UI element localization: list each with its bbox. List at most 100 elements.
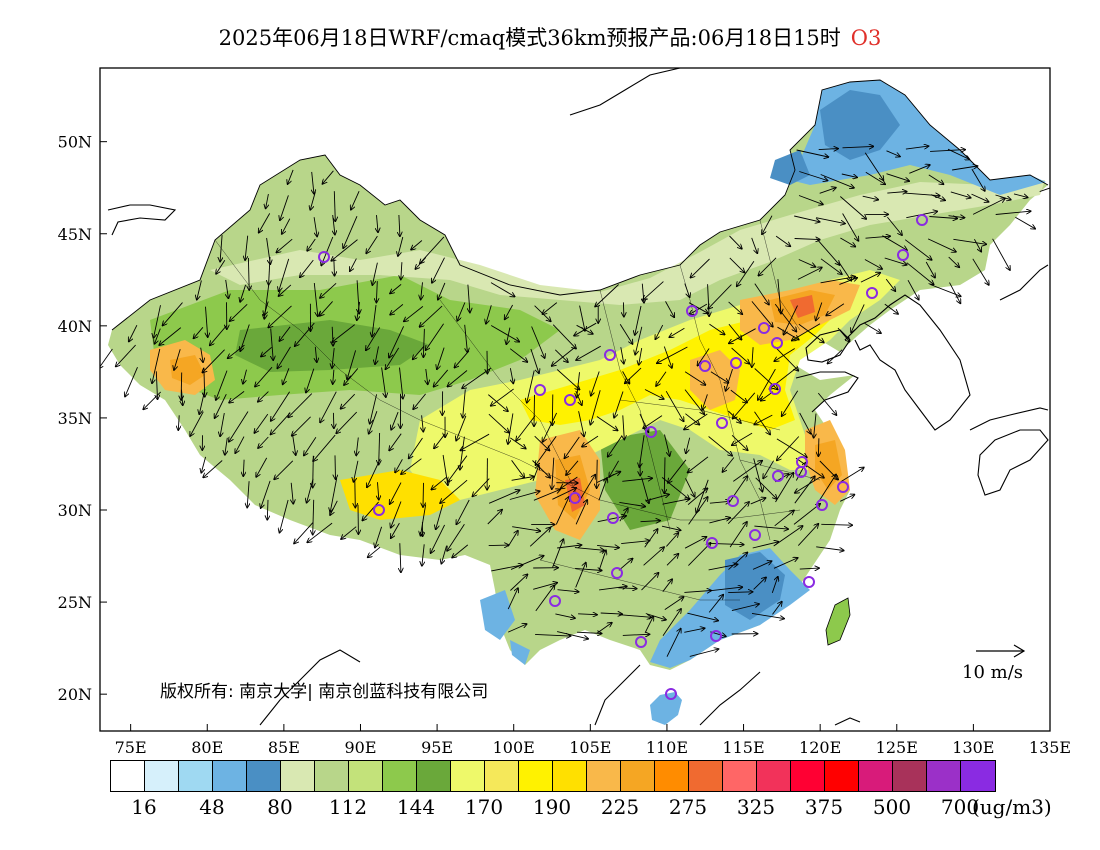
- wind-arrow: [129, 324, 138, 341]
- wind-arrow: [375, 526, 383, 548]
- wind-arrow: [143, 391, 162, 409]
- wind-arrow: [509, 491, 540, 500]
- wind-arrow: [181, 372, 182, 400]
- wind-arrow: [949, 282, 961, 304]
- wind-arrow: [332, 324, 355, 342]
- wind-arrow: [259, 213, 271, 232]
- wind-arrow: [685, 413, 699, 425]
- wind-arrow: [391, 411, 399, 430]
- wind-arrow: [640, 521, 661, 522]
- wind-arrow: [796, 149, 829, 157]
- city-marker: [771, 337, 783, 349]
- wind-arrow: [216, 259, 226, 274]
- wind-arrow: [798, 259, 816, 267]
- colorbar-swatch: [213, 761, 247, 791]
- wind-arrow: [972, 258, 989, 285]
- wind-arrow: [947, 148, 969, 159]
- wind-arrow: [576, 345, 601, 360]
- wind-arrow: [625, 367, 642, 383]
- wind-arrow: [510, 368, 513, 383]
- wind-arrow: [665, 390, 683, 421]
- colorbar-swatch: [825, 761, 859, 791]
- wind-arrow: [666, 629, 681, 657]
- colorbar-unit: (ug/m3): [972, 795, 1052, 819]
- wind-arrow: [995, 194, 1011, 200]
- wind-arrow: [229, 391, 245, 402]
- wind-arrow: [368, 546, 381, 557]
- wind-arrow: [609, 460, 619, 477]
- city-marker: [796, 456, 808, 468]
- wind-arrow: [431, 476, 447, 489]
- wind-arrow: [279, 258, 290, 291]
- wind-arrow: [532, 465, 539, 481]
- wind-arrow: [413, 346, 425, 360]
- wind-arrow: [851, 304, 865, 332]
- wind-arrow: [754, 411, 771, 435]
- colorbar-swatch: [349, 761, 383, 791]
- wind-arrow: [709, 543, 744, 544]
- wind-arrow: [797, 268, 822, 280]
- wind-arrow: [334, 191, 335, 221]
- wind-arrow: [279, 326, 291, 341]
- wind-arrow: [775, 235, 790, 246]
- colorbar-label: 275: [668, 795, 708, 819]
- wind-arrow: [821, 524, 852, 525]
- wind-arrow: [216, 370, 228, 400]
- wind-arrow: [323, 170, 334, 184]
- wind-arrow: [243, 369, 247, 384]
- wind-arrow: [696, 479, 709, 513]
- wind-arrow: [399, 367, 403, 399]
- wind-arrow: [313, 499, 314, 535]
- wind-arrow: [799, 568, 819, 569]
- wind-arrow: [330, 500, 338, 515]
- colorbar-label: 144: [396, 795, 436, 819]
- wind-arrow: [598, 550, 606, 571]
- colorbar-label: 16: [131, 795, 157, 819]
- wind-arrow: [313, 217, 317, 236]
- wind-arrow: [773, 526, 803, 547]
- wind-arrow: [619, 501, 645, 506]
- wind-arrow: [952, 166, 977, 171]
- wind-arrow: [817, 392, 836, 415]
- wind-arrow: [125, 367, 138, 396]
- wind-arrow: [644, 616, 653, 634]
- wind-arrow: [771, 577, 778, 594]
- wind-arrow: [925, 261, 935, 278]
- wind-arrow: [770, 367, 798, 389]
- wind-arrow: [708, 436, 733, 456]
- wind-arrow: [375, 346, 379, 364]
- wind-arrow: [752, 542, 779, 549]
- wind-arrow: [378, 482, 379, 499]
- wind-arrow: [436, 504, 444, 530]
- wind-arrow: [684, 413, 708, 430]
- wind-arrow: [884, 303, 898, 314]
- wind-arrow: [356, 437, 358, 456]
- wind-arrow: [645, 613, 666, 620]
- wind-arrow: [794, 476, 815, 504]
- wind-arrow: [1013, 193, 1028, 198]
- colorbar-label: 375: [804, 795, 844, 819]
- wind-arrow: [645, 494, 669, 502]
- wind-arrow: [687, 488, 707, 505]
- wind-arrow: [510, 556, 544, 570]
- wind-arrow: [116, 344, 136, 366]
- wind-arrow: [426, 323, 444, 350]
- colorbar-label: 170: [464, 795, 504, 819]
- wind-arrow: [971, 193, 989, 202]
- x-tick-label: 100E: [493, 738, 535, 757]
- wind-arrow: [516, 415, 536, 441]
- wind-arrow: [662, 499, 690, 505]
- colorbar-swatch: [927, 761, 961, 791]
- city-marker: [749, 529, 761, 541]
- x-tick-label: 110E: [646, 738, 688, 757]
- wind-arrow: [814, 413, 816, 438]
- x-tick-label: 120E: [799, 738, 841, 757]
- wind-arrow: [505, 304, 513, 319]
- wind-arrow: [656, 371, 667, 386]
- wind-arrow: [333, 214, 335, 235]
- wind-arrow: [698, 348, 710, 366]
- wind-arrow: [598, 478, 607, 501]
- wind-arrow: [664, 597, 684, 610]
- colorbar: [110, 760, 996, 792]
